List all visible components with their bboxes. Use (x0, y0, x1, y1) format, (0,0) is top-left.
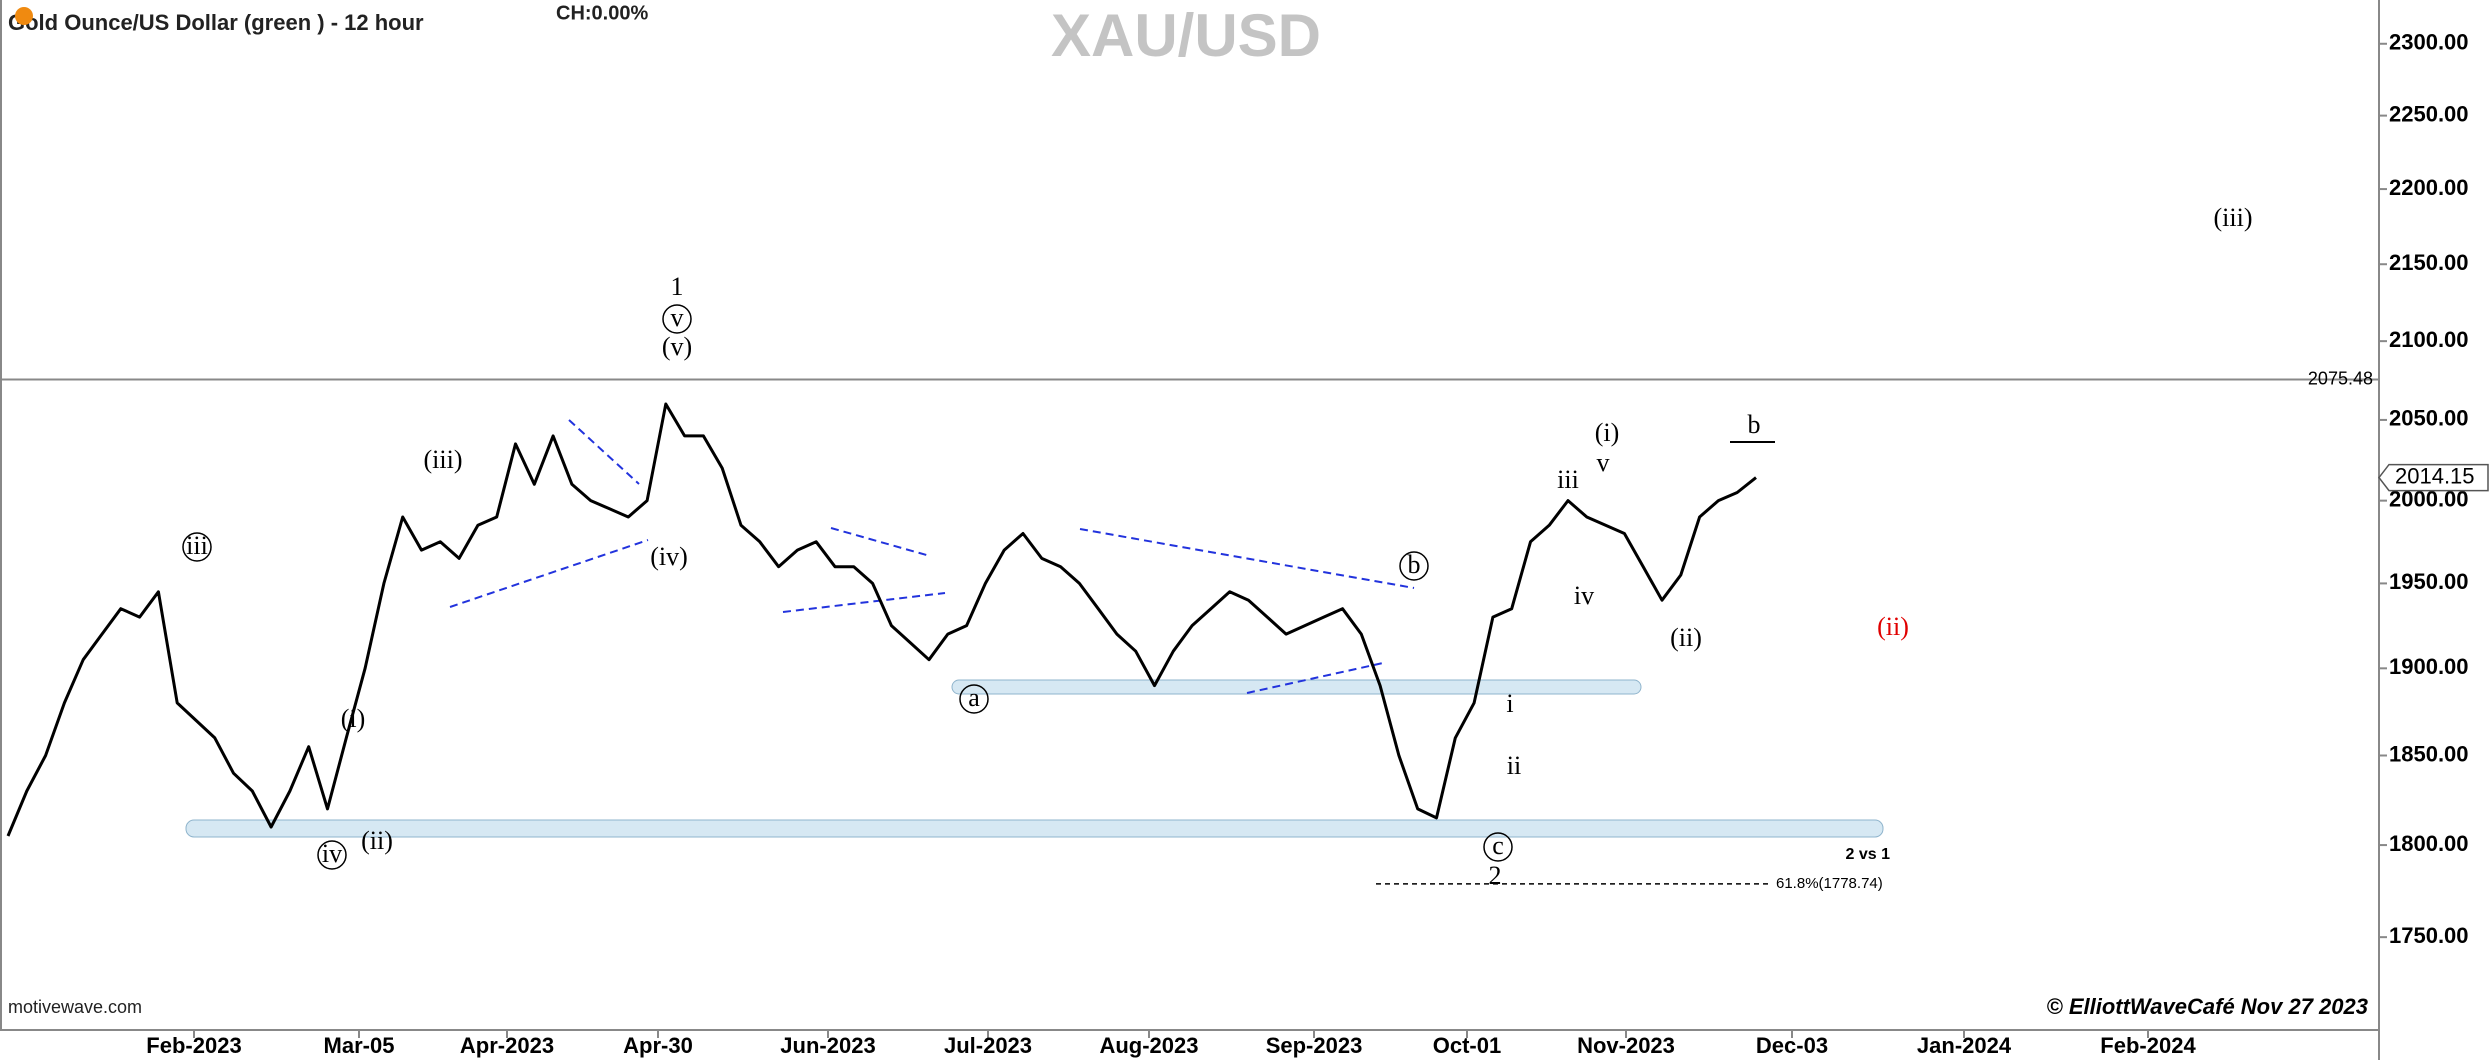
x-tick-label: Aug-2023 (1099, 1033, 1198, 1058)
last-price-box (2378, 463, 2489, 492)
wave-label: b (1748, 410, 1761, 439)
y-tick-label: 1950.00 (2389, 569, 2469, 594)
x-tick-label: Jun-2023 (780, 1033, 875, 1058)
x-tick-label: Apr-30 (623, 1033, 693, 1058)
wave-label: (i) (1595, 418, 1620, 447)
x-tick-label: Nov-2023 (1577, 1033, 1675, 1058)
y-tick-label: 1900.00 (2389, 654, 2469, 679)
watermark: XAU/USD (1051, 2, 1321, 69)
trendline (782, 592, 946, 613)
y-tick-label: 1850.00 (2389, 741, 2469, 766)
wave-label: (ii) (361, 826, 393, 855)
wave-label: i (1506, 689, 1513, 718)
wave-label: 2 (1489, 861, 1502, 890)
y-tick-label: 2150.00 (2389, 250, 2469, 275)
level-label: 2075.48 (2308, 368, 2373, 388)
trendline (1079, 528, 1415, 589)
trendline (830, 527, 931, 557)
x-tick-label: Dec-03 (1756, 1033, 1828, 1058)
wave-label: 1 (671, 272, 684, 301)
wave-label: iv (1574, 581, 1594, 610)
wave-label: a (968, 683, 980, 712)
y-tick-label: 2300.00 (2389, 30, 2469, 55)
wave-label: (iii) (2214, 203, 2253, 232)
wave-label: iii (186, 531, 208, 560)
series-dot (15, 7, 33, 25)
chart-title: Gold Ounce/US Dollar (green ) - 12 hour (8, 10, 424, 35)
wave-circle (317, 840, 347, 870)
x-tick-label: Oct-01 (1433, 1033, 1501, 1058)
wave-circle (959, 684, 989, 714)
wave-circle (1483, 832, 1513, 862)
wave-label: (v) (662, 332, 692, 361)
wave-circle (1399, 551, 1429, 581)
wave-label: (i) (341, 704, 366, 733)
wave-label: (ii) (1670, 623, 1702, 652)
y-tick-label: 2250.00 (2389, 101, 2469, 126)
trendline (568, 419, 640, 485)
wave-label: v (671, 303, 684, 332)
x-tick-label: Jan-2024 (1917, 1033, 2012, 1058)
x-tick-label: Feb-2024 (2100, 1033, 2196, 1058)
wave-label: ii (1507, 751, 1521, 780)
y-tick-label: 2050.00 (2389, 406, 2469, 431)
y-tick-label: 2200.00 (2389, 175, 2469, 200)
source: motivewave.com (8, 997, 142, 1017)
wave-label: (ii) (1877, 612, 1909, 641)
wave-label: v (1597, 448, 1610, 477)
ratio-note: 2 vs 1 (1846, 846, 1891, 863)
trendline (1246, 662, 1384, 694)
x-tick-label: Mar-05 (324, 1033, 395, 1058)
wave-label: c (1492, 831, 1504, 860)
wave-circle (662, 304, 692, 334)
y-tick-label: 1800.00 (2389, 831, 2469, 856)
support-zone (185, 819, 1884, 838)
change: CH:0.00% (556, 2, 648, 24)
x-tick-label: Sep-2023 (1266, 1033, 1363, 1058)
wave-label: iv (322, 839, 342, 868)
wave-label: (iii) (424, 445, 463, 474)
credit: © ElliottWaveCafé Nov 27 2023 (2047, 994, 2369, 1019)
price-line (6, 402, 1757, 837)
y-tick-label: 2100.00 (2389, 327, 2469, 352)
last-price-label: 2014.15 (2395, 463, 2475, 488)
y-tick-label: 1750.00 (2389, 923, 2469, 948)
x-tick-label: Jul-2023 (944, 1033, 1032, 1058)
x-tick-label: Apr-2023 (460, 1033, 554, 1058)
support-zone (951, 679, 1642, 695)
wave-label: (iv) (650, 542, 688, 571)
trendlines (449, 419, 1415, 694)
wave-circle (182, 532, 212, 562)
wave-label: b (1408, 550, 1421, 579)
x-tick-label: Feb-2023 (146, 1033, 241, 1058)
fib-label: 61.8%(1778.74) (1776, 875, 1883, 892)
wave-label: iii (1557, 465, 1579, 494)
trendline (449, 539, 649, 608)
